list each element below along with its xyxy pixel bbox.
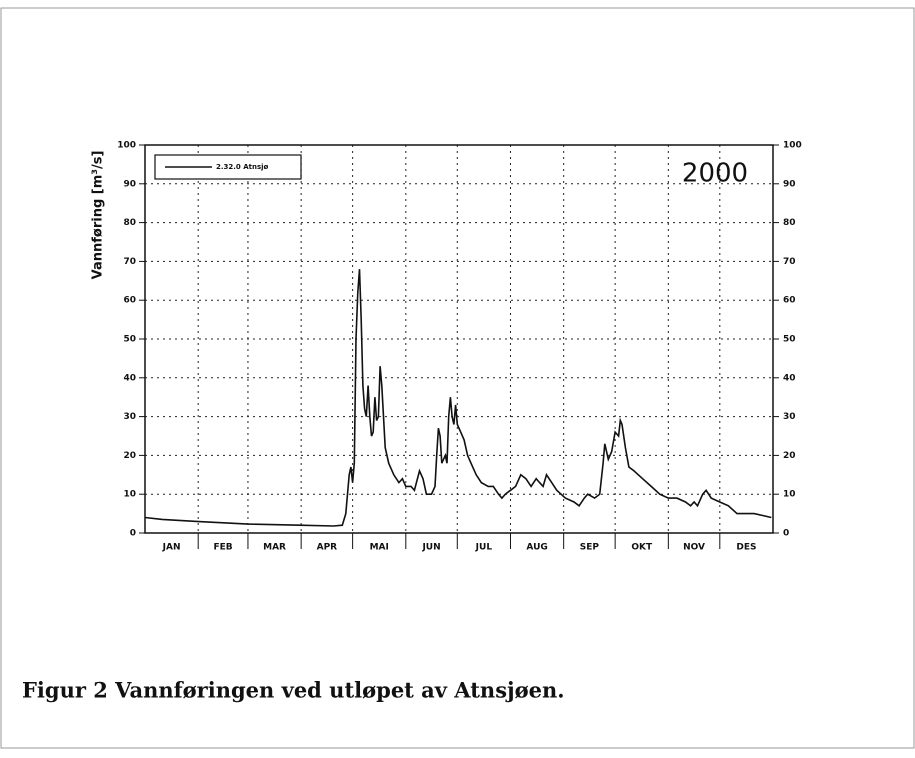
y-tick-label: 90 [123,179,136,189]
y-tick-label: 40 [123,373,136,383]
y-tick-label: 70 [123,257,136,267]
y2-tick-label: 60 [783,296,796,306]
legend-box [154,154,302,180]
x-tick-label: SEP [580,543,600,553]
y2-tick-label: 80 [783,218,796,228]
plot-frame [144,144,774,534]
y2-tick-label: 100 [783,141,802,151]
x-tick-label: AUG [526,543,547,553]
x-tick-label: JUL [475,543,493,553]
y2-tick-label: 40 [783,373,796,383]
x-tick-label: APR [317,543,338,553]
frame [0,7,915,749]
y-axis-label: Vannføring [m³/s] [91,151,106,280]
y2-tick-label: 30 [783,412,796,422]
y2-tick-label: 20 [783,451,796,461]
caption: Figur 2 Vannføringen ved utløpet av Atns… [22,678,565,703]
y-tick-label: 80 [123,218,136,228]
x-tick-label: DES [736,543,756,553]
y-tick-label: 10 [123,490,136,500]
x-tick-label: MAI [370,543,389,553]
y-tick-label: 100 [117,141,136,151]
y-tick-label: 30 [123,412,136,422]
y2-tick-label: 90 [783,179,796,189]
x-tick-label: OKT [631,543,653,553]
series-line [144,269,772,527]
x-tick-label: FEB [213,543,232,553]
y2-tick-label: 0 [783,529,789,539]
x-tick-label: NOV [683,543,705,553]
y-tick-label: 60 [123,296,136,306]
x-tick-label: JUN [421,543,440,553]
legend-label: 2.32.0 Atnsjø [216,163,269,171]
y-tick-label: 0 [130,529,136,539]
y2-tick-label: 10 [783,490,796,500]
y-tick-label: 20 [123,451,136,461]
y-tick-label: 50 [123,335,136,345]
x-tick-label: MAR [263,543,286,553]
y2-tick-label: 50 [783,335,796,345]
x-tick-label: JAN [162,543,181,553]
y2-tick-label: 70 [783,257,796,267]
